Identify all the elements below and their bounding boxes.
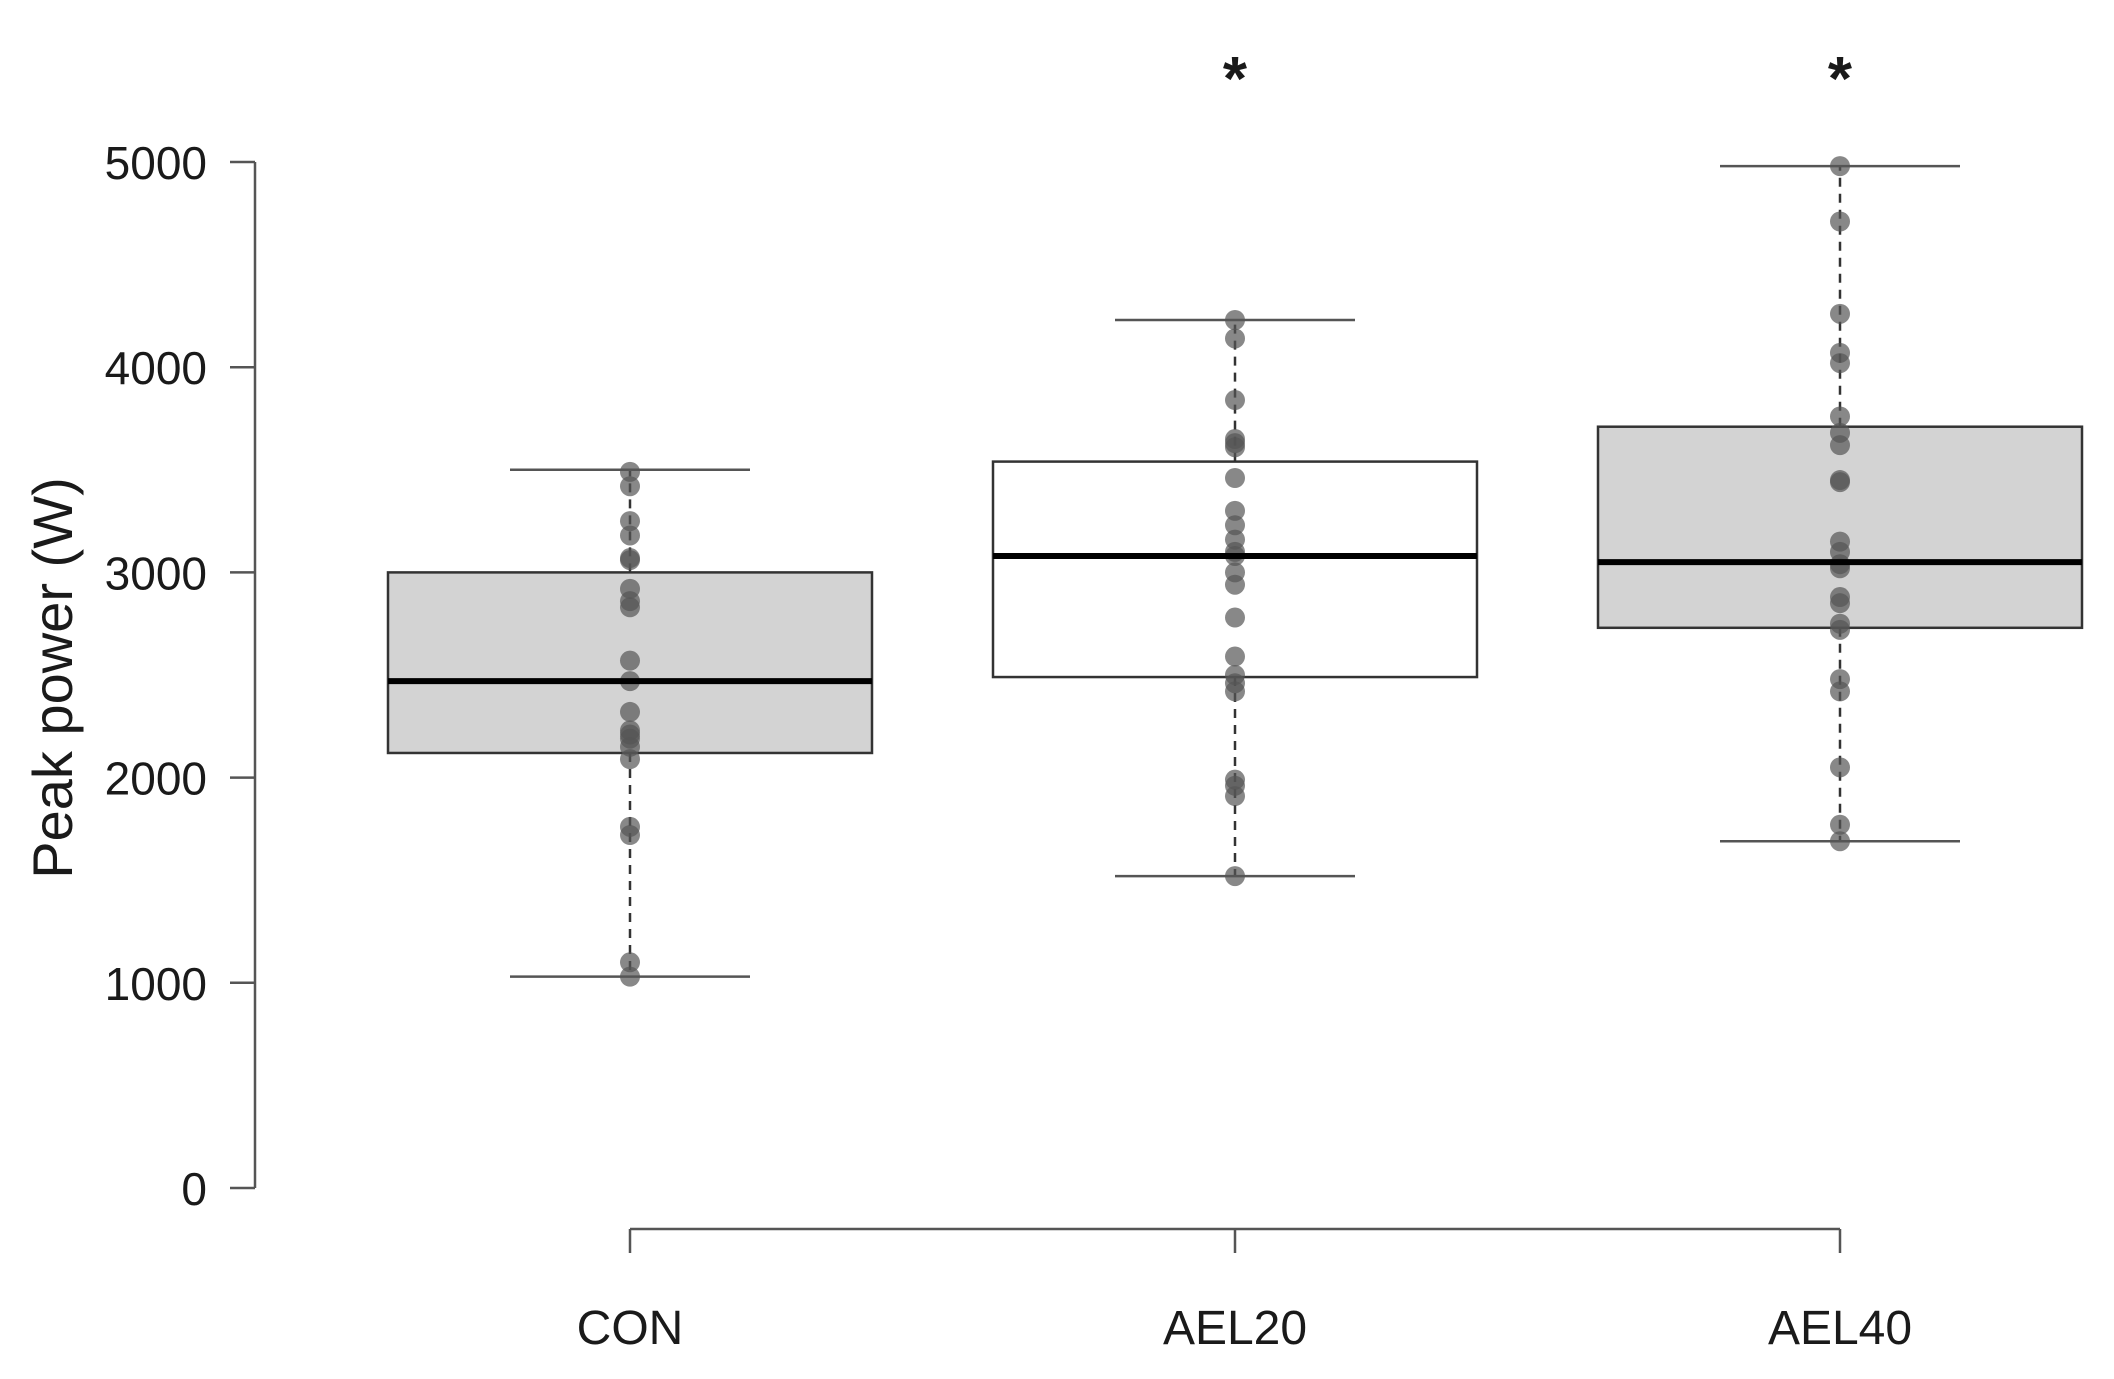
data-point	[1225, 429, 1245, 450]
box-group-ael20: *	[991, 45, 1479, 887]
data-point	[1830, 211, 1850, 232]
data-point	[1830, 303, 1850, 324]
x-tick-label: AEL20	[1163, 1302, 1307, 1355]
data-point	[1830, 587, 1850, 608]
data-point	[1225, 562, 1245, 583]
data-point	[1225, 390, 1245, 411]
significance-marker: *	[1223, 45, 1248, 114]
x-axis: CON AEL20 AEL40	[577, 1227, 1912, 1355]
box-group-con	[386, 461, 874, 987]
boxes-layer: * *	[386, 45, 2084, 987]
y-tick-label: 3000	[105, 547, 207, 599]
data-point	[620, 525, 640, 546]
data-point	[1225, 500, 1245, 521]
data-point	[620, 952, 640, 973]
y-tick-label: 1000	[105, 958, 207, 1010]
significance-marker: *	[1828, 45, 1853, 114]
data-point	[1225, 866, 1245, 887]
y-tick-label: 5000	[105, 137, 207, 189]
data-point	[1225, 468, 1245, 489]
data-point	[1830, 669, 1850, 690]
data-point	[1830, 613, 1850, 634]
data-point	[1225, 310, 1245, 331]
data-point	[1225, 529, 1245, 550]
y-axis-label: Peak power (W)	[21, 477, 84, 878]
y-tick-label: 0	[181, 1163, 207, 1215]
data-point	[1830, 470, 1850, 491]
box-group-ael40: *	[1596, 45, 2084, 852]
x-tick-label: CON	[577, 1302, 684, 1355]
data-point	[620, 720, 640, 741]
data-point	[1830, 831, 1850, 852]
data-point	[620, 511, 640, 532]
data-point	[1830, 342, 1850, 363]
data-point	[1830, 422, 1850, 443]
data-point	[1830, 156, 1850, 177]
data-point	[1225, 769, 1245, 790]
data-point	[1225, 646, 1245, 667]
data-point	[620, 461, 640, 482]
data-point	[620, 966, 640, 987]
data-point	[620, 816, 640, 837]
data-point	[620, 548, 640, 569]
data-point	[1225, 515, 1245, 536]
data-point	[1225, 607, 1245, 628]
x-tick-label: AEL40	[1768, 1302, 1912, 1355]
data-point	[1225, 665, 1245, 685]
data-point	[1830, 531, 1850, 552]
y-tick-label: 2000	[105, 753, 207, 805]
y-axis: 0 1000 2000 3000 4000 5000	[105, 137, 257, 1215]
data-point	[620, 701, 640, 722]
data-point	[1225, 328, 1245, 349]
data-point	[620, 578, 640, 599]
data-point	[620, 476, 640, 497]
y-tick-label: 4000	[105, 342, 207, 394]
data-point	[1830, 406, 1850, 427]
data-point	[1830, 814, 1850, 835]
data-point	[1830, 757, 1850, 778]
data-point	[620, 650, 640, 671]
